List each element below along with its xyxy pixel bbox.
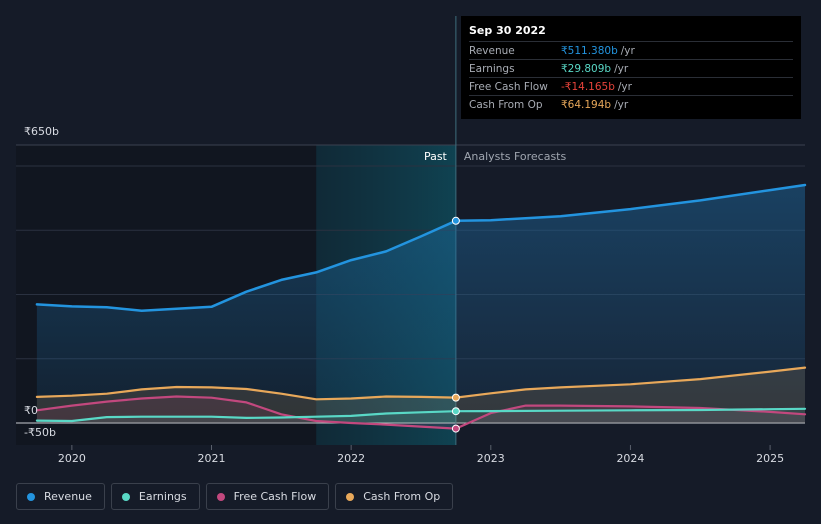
legend-item-free-cash-flow[interactable]: Free Cash Flow <box>205 483 330 510</box>
line-cash-from-op <box>35 366 807 401</box>
legend-dot-icon <box>27 492 35 501</box>
tooltip-value: ₹64.194b <box>561 98 612 111</box>
legend-label: Cash From Op <box>363 490 441 503</box>
x-tick-label: 2022 <box>337 452 365 465</box>
marker-cash-from-op <box>451 393 460 402</box>
marker-revenue <box>451 216 460 225</box>
marker-free-cash-flow <box>451 424 460 433</box>
area-revenue <box>36 185 805 423</box>
area-earnings <box>36 408 805 423</box>
legend-dot-icon <box>121 492 130 501</box>
y-tick-label: ₹0 <box>24 404 38 417</box>
marker-earnings <box>451 407 460 416</box>
tooltip-value: ₹29.809b <box>561 62 612 75</box>
legend-label: Free Cash Flow <box>233 490 317 503</box>
y-tick-label: -₹50b <box>24 426 56 439</box>
tooltip-row-revenue: Revenue ₹511.380b /yr <box>469 41 793 59</box>
x-tick-label: 2020 <box>58 452 86 465</box>
area-cash-from-op <box>36 367 805 423</box>
data-tooltip: Sep 30 2022 Revenue ₹511.380b /yr Earnin… <box>461 16 801 119</box>
past-label: Past <box>424 150 448 163</box>
forecast-label: Analysts Forecasts <box>464 150 567 163</box>
tooltip-label: Cash From Op <box>469 98 543 111</box>
tooltip-row-earnings: Earnings ₹29.809b /yr <box>469 59 793 77</box>
legend-item-revenue[interactable]: Revenue <box>16 483 105 510</box>
tooltip-label: Revenue <box>469 44 515 57</box>
tooltip-unit: /yr <box>614 98 629 111</box>
legend-item-cash-from-op[interactable]: Cash From Op <box>335 483 454 510</box>
tooltip-date: Sep 30 2022 <box>469 24 546 37</box>
tooltip-value: ₹511.380b <box>561 44 618 57</box>
x-tick-label: 2025 <box>756 452 784 465</box>
tooltip-row-free-cash-flow: Free Cash Flow -₹14.165b /yr <box>469 77 793 95</box>
legend-item-earnings[interactable]: Earnings <box>110 483 200 510</box>
legend-dot-icon <box>216 492 225 501</box>
tooltip-value: -₹14.165b <box>561 80 615 93</box>
legend-label: Revenue <box>44 490 92 503</box>
line-earnings <box>35 407 807 423</box>
x-tick-label: 2023 <box>477 452 505 465</box>
tooltip-unit: /yr <box>617 80 632 93</box>
x-tick-label: 2021 <box>198 452 226 465</box>
tooltip-label: Earnings <box>469 62 515 75</box>
tooltip-unit: /yr <box>620 44 635 57</box>
tooltip-row-cash-from-op: Cash From Op ₹64.194b /yr <box>469 95 793 113</box>
chart-legend: Revenue Earnings Free Cash Flow Cash Fro… <box>16 483 454 510</box>
line-free-cash-flow <box>35 395 807 430</box>
legend-label: Earnings <box>138 490 187 503</box>
tooltip-unit: /yr <box>614 62 629 75</box>
legend-dot-icon <box>346 492 355 501</box>
x-tick-label: 2024 <box>616 452 644 465</box>
line-revenue <box>35 183 807 312</box>
area-free-cash-flow <box>36 396 805 429</box>
y-tick-label: ₹650b <box>24 125 59 138</box>
tooltip-label: Free Cash Flow <box>469 80 548 93</box>
